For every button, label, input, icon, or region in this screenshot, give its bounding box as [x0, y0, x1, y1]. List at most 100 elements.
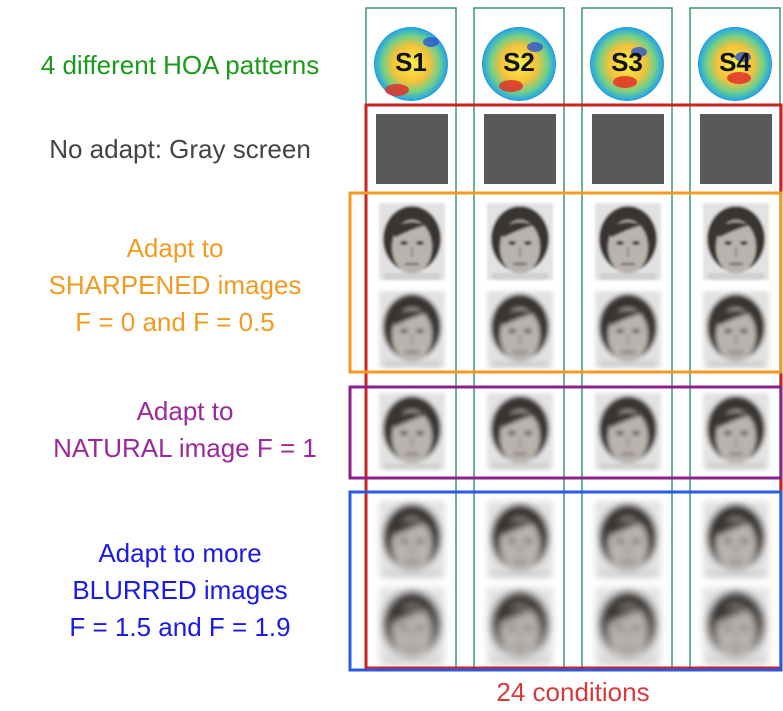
- face-image: [487, 393, 553, 470]
- fringe: [496, 310, 544, 325]
- condition-label: No adapt: Gray screen: [49, 134, 311, 164]
- eye: [740, 539, 748, 543]
- face-image: [595, 501, 661, 578]
- eye: [632, 241, 640, 245]
- neck-shadow: [492, 361, 548, 368]
- face-image: [703, 393, 769, 470]
- neck-shadow: [600, 273, 656, 280]
- eye: [740, 241, 748, 245]
- condition-label: Adapt to: [137, 396, 234, 426]
- group-box: [348, 191, 783, 374]
- condition-label: F = 1.5 and F = 1.9: [69, 612, 290, 642]
- eye: [632, 539, 640, 543]
- eye: [740, 626, 748, 630]
- hoa-disc: [698, 27, 772, 101]
- condition-label: BLURRED images: [72, 575, 287, 605]
- eye: [724, 241, 732, 245]
- eye: [632, 431, 640, 435]
- hoa-disc: [590, 27, 664, 101]
- eye: [400, 329, 408, 333]
- face-image: [487, 588, 553, 665]
- fringe: [496, 412, 544, 427]
- hoa-spot: [631, 47, 647, 57]
- fringe: [496, 222, 544, 237]
- face-image: [379, 588, 445, 665]
- eye: [524, 626, 532, 630]
- condition-label: SHARPENED images: [49, 270, 302, 300]
- gray-screen: [592, 114, 664, 184]
- eye: [400, 626, 408, 630]
- fringe: [388, 412, 436, 427]
- pattern-name: S1: [395, 47, 427, 77]
- eye: [508, 431, 516, 435]
- face-image: [487, 203, 553, 280]
- eye: [740, 329, 748, 333]
- eye: [508, 539, 516, 543]
- fringe: [712, 520, 760, 535]
- neck-shadow: [384, 273, 440, 280]
- neck-shadow: [492, 571, 548, 578]
- neck-shadow: [384, 571, 440, 578]
- hoa-spot: [527, 42, 543, 52]
- face-image: [595, 588, 661, 665]
- eye: [724, 431, 732, 435]
- eye: [416, 626, 424, 630]
- face-image: [379, 501, 445, 578]
- gray-screen: [700, 114, 772, 184]
- neck-shadow: [600, 658, 656, 665]
- eye: [416, 329, 424, 333]
- neck-shadow: [708, 361, 764, 368]
- eye: [508, 626, 516, 630]
- fringe: [604, 520, 652, 535]
- eye: [616, 329, 624, 333]
- hoa-spot: [385, 84, 409, 96]
- face-image: [379, 393, 445, 470]
- neck-shadow: [384, 463, 440, 470]
- eye: [616, 241, 624, 245]
- hoa-spot: [613, 76, 637, 88]
- face-image: [487, 501, 553, 578]
- eye: [616, 431, 624, 435]
- group-box: [348, 385, 783, 480]
- neck-shadow: [600, 571, 656, 578]
- hoa-spot: [735, 52, 751, 62]
- eye: [400, 539, 408, 543]
- eye: [524, 539, 532, 543]
- eye: [416, 241, 424, 245]
- face-image: [595, 393, 661, 470]
- eye: [632, 626, 640, 630]
- fringe: [604, 607, 652, 622]
- footer-label: 24 conditions: [496, 677, 649, 707]
- condition-label: Adapt to: [127, 233, 224, 263]
- fringe: [388, 310, 436, 325]
- hoa-spot: [499, 80, 523, 92]
- condition-label: F = 0 and F = 0.5: [75, 307, 274, 337]
- neck-shadow: [600, 463, 656, 470]
- hoa-pattern: S2: [482, 27, 556, 101]
- neck-shadow: [708, 658, 764, 665]
- fringe: [496, 607, 544, 622]
- face-image: [379, 291, 445, 368]
- fringe: [496, 520, 544, 535]
- pattern-label: 4 different HOA patterns: [41, 50, 319, 80]
- condition-label: NATURAL image F = 1: [53, 433, 317, 463]
- neck-shadow: [492, 658, 548, 665]
- neck-shadow: [600, 361, 656, 368]
- gray-screen: [484, 114, 556, 184]
- eye: [524, 431, 532, 435]
- face-image: [703, 501, 769, 578]
- hoa-pattern: S1: [374, 27, 448, 101]
- eye: [632, 329, 640, 333]
- eye: [416, 431, 424, 435]
- hoa-pattern: S3: [590, 27, 664, 101]
- face-image: [595, 203, 661, 280]
- eye: [400, 431, 408, 435]
- eye: [616, 626, 624, 630]
- pattern-name: S3: [611, 47, 643, 77]
- eye: [740, 431, 748, 435]
- fringe: [712, 412, 760, 427]
- fringe: [388, 222, 436, 237]
- eye: [724, 539, 732, 543]
- fringe: [388, 607, 436, 622]
